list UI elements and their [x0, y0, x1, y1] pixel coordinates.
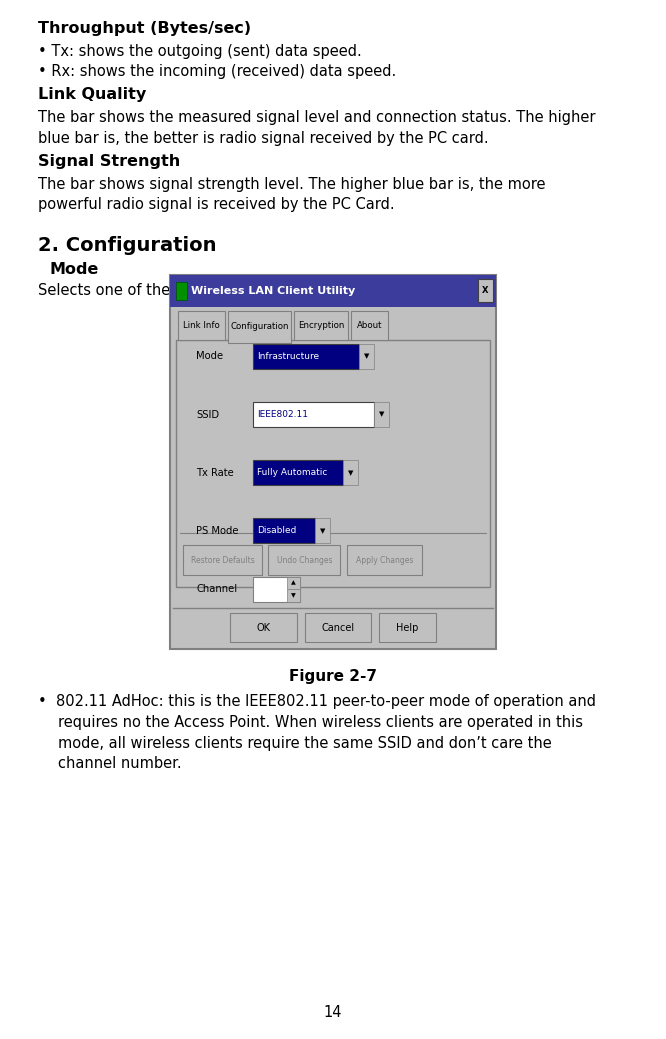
Text: Link Quality: Link Quality [38, 87, 147, 102]
Text: Help: Help [396, 622, 419, 633]
Bar [253, 402, 374, 427]
Text: powerful radio signal is received by the PC Card.: powerful radio signal is received by the… [38, 197, 394, 212]
Bar [253, 518, 315, 543]
Text: ▼: ▼ [291, 593, 296, 597]
Text: •  802.11 AdHoc: this is the IEEE802.11 peer-to-peer mode of operation and: • 802.11 AdHoc: this is the IEEE802.11 p… [38, 694, 596, 709]
Text: Figure 2-7.: Figure 2-7. [340, 283, 430, 297]
Bar [343, 460, 358, 485]
Bar [268, 545, 340, 575]
Text: Apply Changes: Apply Changes [356, 556, 413, 564]
Text: Selects one of the following network mode, as shown in: Selects one of the following network mod… [38, 283, 452, 297]
Text: Mode: Mode [50, 262, 99, 276]
Bar [178, 311, 225, 340]
Text: mode, all wireless clients require the same SSID and don’t care the: mode, all wireless clients require the s… [58, 736, 551, 750]
Text: About: About [356, 321, 382, 329]
Bar [294, 311, 348, 340]
Text: Restore Defaults: Restore Defaults [190, 556, 254, 564]
Bar [287, 589, 300, 602]
Text: ▼: ▼ [320, 528, 325, 534]
Bar [176, 282, 187, 300]
Text: blue bar is, the better is radio signal received by the PC card.: blue bar is, the better is radio signal … [38, 131, 489, 145]
Text: Fully Automatic: Fully Automatic [257, 469, 328, 477]
Bar [359, 344, 374, 369]
Text: Infrastructure: Infrastructure [257, 352, 319, 361]
Text: 2. Configuration: 2. Configuration [38, 236, 216, 255]
Bar [170, 275, 496, 307]
Bar [287, 577, 300, 589]
Bar [253, 344, 359, 369]
Text: ▼: ▼ [348, 470, 353, 476]
Bar [228, 311, 292, 343]
Text: OK: OK [256, 622, 270, 633]
Bar [304, 613, 372, 642]
Bar [380, 613, 436, 642]
Text: ▼: ▼ [378, 411, 384, 418]
Text: Tx Rate: Tx Rate [196, 468, 234, 478]
Text: Mode: Mode [196, 351, 224, 362]
Text: Throughput (Bytes/sec): Throughput (Bytes/sec) [38, 21, 251, 35]
Text: 14: 14 [324, 1006, 342, 1020]
Text: requires no the Access Point. When wireless clients are operated in this: requires no the Access Point. When wirel… [58, 715, 583, 729]
Bar [374, 402, 388, 427]
Text: The bar shows the measured signal level and connection status. The higher: The bar shows the measured signal level … [38, 110, 595, 125]
Bar [176, 340, 490, 587]
Bar [253, 577, 300, 602]
Bar [170, 275, 496, 649]
Text: Signal Strength: Signal Strength [38, 154, 180, 168]
Text: PS Mode: PS Mode [196, 526, 239, 536]
Bar [347, 545, 422, 575]
Text: • Tx: shows the outgoing (sent) data speed.: • Tx: shows the outgoing (sent) data spe… [38, 44, 362, 58]
Bar [350, 311, 388, 340]
Text: Disabled: Disabled [257, 527, 296, 535]
Text: Undo Changes: Undo Changes [276, 556, 332, 564]
Text: Cancel: Cancel [322, 622, 354, 633]
Bar [315, 518, 330, 543]
Text: ▲: ▲ [291, 581, 296, 585]
Text: Channel: Channel [196, 584, 238, 594]
Text: Wireless LAN Client Utility: Wireless LAN Client Utility [191, 286, 356, 296]
Text: SSID: SSID [196, 409, 220, 420]
Bar [183, 545, 262, 575]
Bar [253, 460, 343, 485]
Bar [478, 279, 493, 302]
Text: • Rx: shows the incoming (received) data speed.: • Rx: shows the incoming (received) data… [38, 64, 396, 79]
Bar [230, 613, 296, 642]
Text: X: X [482, 287, 489, 295]
Text: Link Info: Link Info [183, 321, 220, 329]
Text: Configuration: Configuration [230, 322, 289, 331]
Text: The bar shows signal strength level. The higher blue bar is, the more: The bar shows signal strength level. The… [38, 177, 545, 191]
Text: Figure 2-7: Figure 2-7 [289, 669, 377, 684]
Text: Encryption: Encryption [298, 321, 344, 329]
Text: IEEE802.11: IEEE802.11 [257, 410, 308, 419]
Text: channel number.: channel number. [58, 756, 182, 771]
Text: ▼: ▼ [364, 353, 369, 359]
